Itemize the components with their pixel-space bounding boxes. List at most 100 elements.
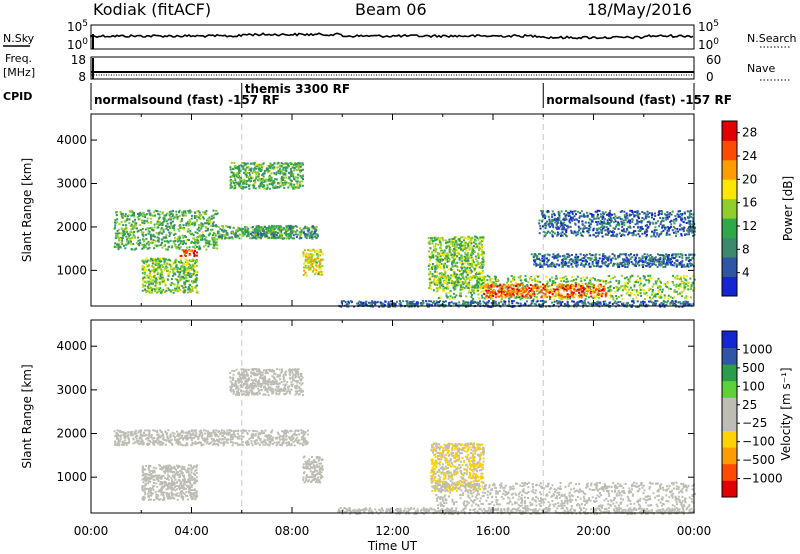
data-cell — [256, 228, 259, 231]
data-cell — [627, 263, 630, 266]
data-cell — [303, 262, 306, 265]
data-cell — [167, 240, 170, 243]
data-cell — [551, 283, 553, 286]
data-cell — [491, 281, 494, 284]
data-cell — [684, 218, 687, 221]
data-cell — [631, 274, 634, 277]
data-cell — [618, 266, 621, 268]
data-cell — [185, 246, 188, 249]
data-cell — [145, 257, 148, 260]
data-cell — [476, 282, 479, 285]
data-cell — [251, 226, 254, 228]
data-cell — [470, 291, 472, 294]
data-cell — [269, 168, 272, 171]
data-cell — [292, 187, 295, 190]
data-cell — [471, 263, 473, 266]
data-cell — [436, 261, 439, 264]
data-cell — [691, 281, 694, 284]
data-cell — [586, 260, 588, 263]
data-cell — [670, 256, 673, 259]
data-cell — [507, 291, 510, 294]
data-cell — [149, 235, 152, 238]
data-cell — [470, 252, 473, 255]
data-cell — [489, 278, 492, 281]
data-cell — [292, 173, 295, 176]
data-cell — [254, 181, 257, 184]
data-cell — [535, 256, 538, 259]
data-cell — [148, 291, 151, 294]
data-cell — [667, 263, 670, 266]
data-cell — [267, 231, 270, 234]
data-cell — [135, 222, 138, 225]
data-cell — [151, 259, 154, 262]
data-cell — [593, 291, 596, 294]
data-cell — [146, 247, 149, 250]
data-cell — [664, 265, 667, 268]
data-cell — [626, 263, 629, 266]
data-cell — [453, 261, 456, 264]
data-cell — [312, 233, 315, 236]
data-cell — [195, 246, 198, 248]
data-cell — [678, 215, 681, 218]
data-cell — [470, 270, 473, 273]
data-cell — [153, 235, 156, 238]
data-cell — [536, 288, 539, 291]
data-cell — [549, 296, 552, 299]
data-cell — [537, 275, 540, 278]
data-cell — [208, 232, 211, 235]
data-cell — [543, 257, 546, 260]
data-cell — [644, 260, 647, 263]
data-cell — [535, 263, 538, 266]
data-cell — [565, 288, 568, 291]
data-cell — [442, 268, 445, 271]
data-cell — [309, 249, 312, 252]
data-cell — [497, 292, 499, 295]
data-cell — [556, 259, 559, 262]
data-cell — [284, 169, 287, 172]
data-cell — [672, 274, 674, 277]
data-cell — [237, 175, 240, 177]
data-cell — [264, 225, 266, 228]
data-cell — [565, 280, 568, 283]
data-cell — [460, 260, 463, 263]
data-cell — [196, 274, 198, 276]
data-cell — [465, 271, 468, 274]
data-cell — [532, 285, 535, 288]
data-cell — [113, 227, 116, 230]
data-cell — [148, 264, 151, 267]
data-cell — [239, 184, 242, 187]
data-cell — [454, 296, 457, 299]
data-cell — [441, 249, 444, 252]
data-cell — [572, 260, 575, 263]
data-cell — [452, 238, 455, 240]
data-cell — [194, 286, 197, 289]
data-cell — [452, 269, 455, 272]
data-cell — [205, 236, 208, 239]
data-cell — [656, 253, 659, 256]
scatter-region-9 — [483, 283, 608, 299]
data-cell — [585, 259, 588, 262]
data-cell — [185, 276, 188, 279]
data-cell — [545, 210, 548, 213]
data-cell — [262, 173, 265, 176]
data-cell — [634, 230, 637, 233]
data-cell — [477, 257, 480, 260]
data-cell — [666, 226, 668, 229]
data-cell — [318, 273, 321, 276]
data-cell — [437, 255, 440, 258]
data-cell — [166, 259, 169, 262]
data-cell — [581, 282, 584, 285]
data-cell — [163, 267, 166, 270]
data-cell — [316, 233, 319, 236]
data-cell — [185, 242, 187, 245]
data-cell — [131, 225, 134, 228]
data-cell — [532, 287, 535, 289]
data-cell — [680, 295, 683, 298]
data-cell — [159, 244, 162, 247]
data-cell — [458, 270, 461, 273]
data-cell — [666, 260, 669, 263]
data-cell — [591, 292, 594, 295]
data-cell — [165, 225, 168, 227]
data-cell — [246, 235, 249, 238]
data-cell — [617, 288, 620, 291]
